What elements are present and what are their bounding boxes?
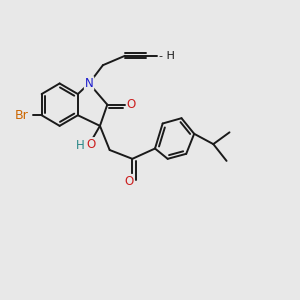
Text: - H: - H <box>158 51 174 61</box>
Text: O: O <box>87 138 96 151</box>
Text: O: O <box>127 98 136 111</box>
Text: O: O <box>125 175 134 188</box>
Text: H: H <box>76 139 85 152</box>
Text: N: N <box>85 77 93 90</box>
Text: Br: Br <box>14 109 28 122</box>
